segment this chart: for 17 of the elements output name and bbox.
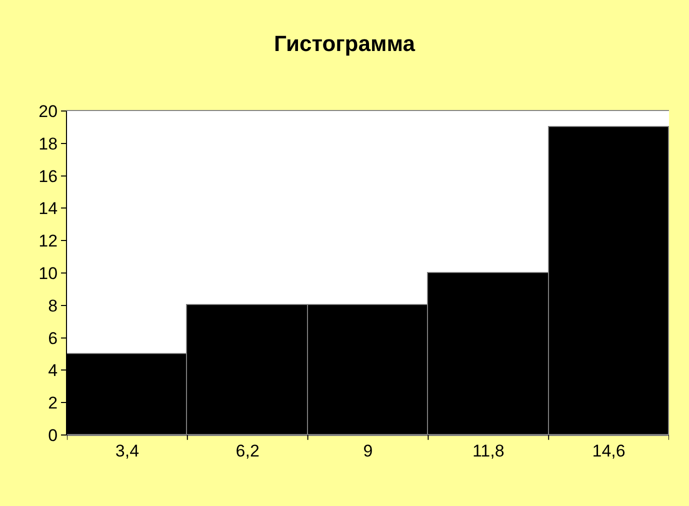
y-tick-label: 10 — [38, 264, 58, 283]
y-tick-label: 20 — [38, 102, 58, 121]
y-tick-label: 0 — [48, 426, 58, 445]
y-tick-label: 8 — [48, 296, 58, 316]
y-tick-label: 14 — [38, 199, 58, 218]
y-tick-label: 2 — [48, 394, 58, 413]
y-tick-label: 12 — [38, 232, 58, 251]
y-tick-label: 6 — [48, 328, 58, 348]
x-tick-label: 9 — [363, 441, 373, 460]
y-tick-label: 16 — [38, 166, 58, 186]
x-tick-label: 14,6 — [592, 441, 626, 460]
chart-title: Гистограмма — [274, 30, 416, 56]
y-tick-label: 4 — [48, 361, 58, 380]
y-tick-label: 18 — [38, 134, 58, 154]
x-tick-label: 11,8 — [472, 441, 504, 460]
x-tick-label: 3,4 — [115, 441, 140, 460]
x-tick-label: 6,2 — [236, 441, 260, 460]
